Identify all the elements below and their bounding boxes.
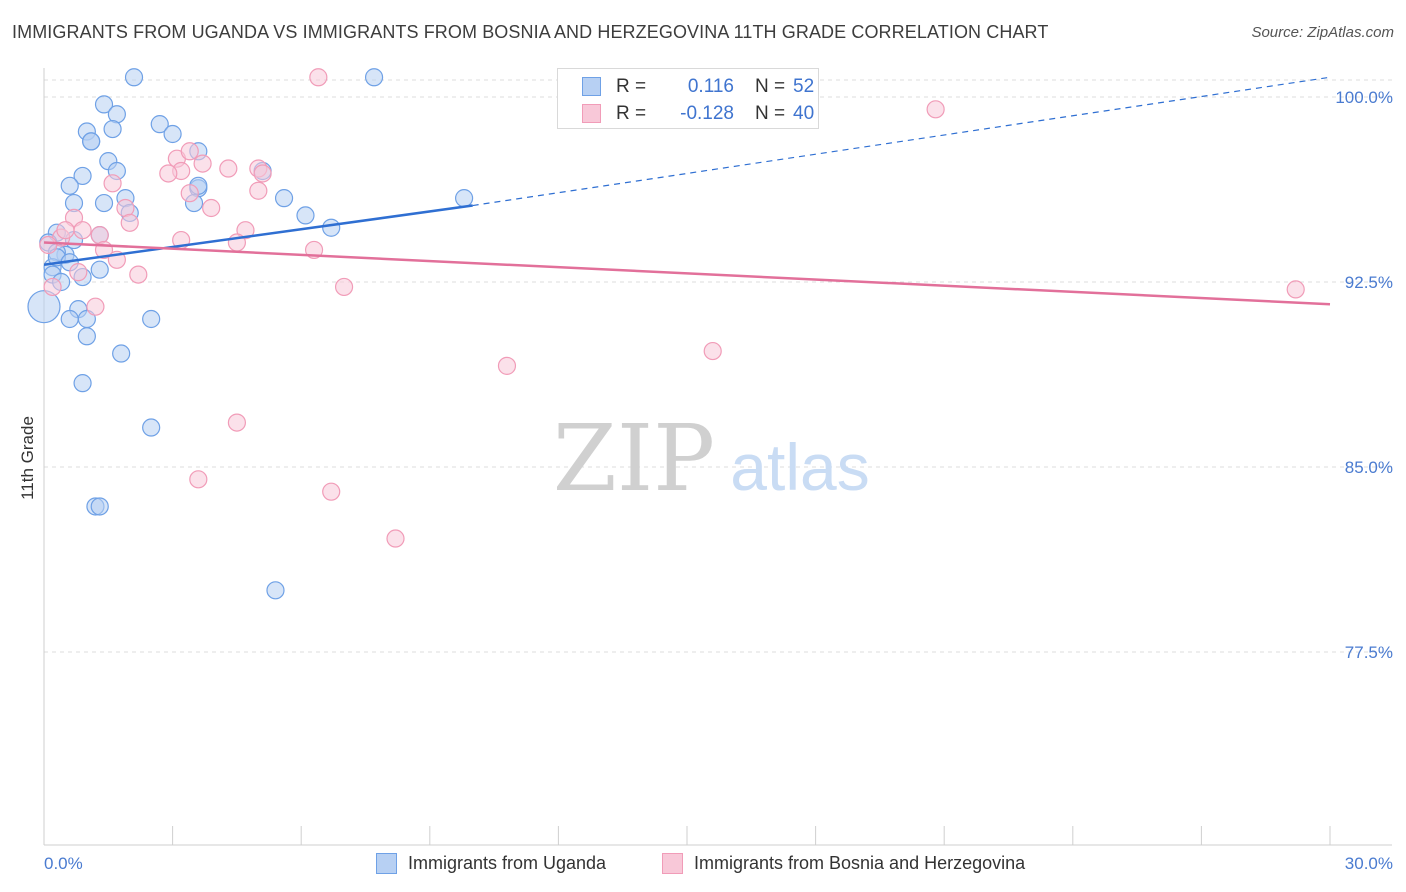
points-layer xyxy=(27,68,1305,600)
r-label: R = xyxy=(616,76,647,97)
axes xyxy=(43,68,1392,846)
bosnia-point xyxy=(386,529,405,548)
bosnia-point xyxy=(193,154,212,173)
watermark-atlas: atlas xyxy=(730,430,869,504)
uganda-point xyxy=(94,95,114,114)
bosnia-point xyxy=(64,208,84,227)
uganda-point xyxy=(296,206,315,225)
uganda-point xyxy=(150,115,169,134)
legend-label: Immigrants from Uganda xyxy=(408,853,607,873)
r-value: -0.128 xyxy=(680,103,734,124)
series-legend: Immigrants from Uganda Immigrants from B… xyxy=(0,852,1406,878)
uganda-point xyxy=(90,497,109,516)
r-label: R = xyxy=(616,103,647,124)
bosnia-point xyxy=(86,297,105,316)
uganda-point xyxy=(73,374,92,393)
bosnia-point xyxy=(236,221,255,240)
uganda-swatch xyxy=(376,853,397,874)
bosnia-point xyxy=(219,159,238,178)
uganda-point xyxy=(90,260,109,279)
uganda-point xyxy=(82,132,101,151)
uganda-point xyxy=(364,68,384,87)
n-value: 52 xyxy=(793,76,815,97)
bosnia-point xyxy=(43,277,62,297)
uganda-point xyxy=(266,581,285,600)
y-tick-label: 92.5% xyxy=(1345,273,1393,292)
x-tick-label: 30.0% xyxy=(1345,854,1393,873)
tick-labels: 100.0% 92.5% 85.0% 77.5% 0.0% 30.0% xyxy=(44,88,1393,873)
bosnia-point xyxy=(1286,280,1305,299)
n-value: 40 xyxy=(793,103,815,124)
bosnia-point xyxy=(180,184,199,203)
n-label: N = xyxy=(755,76,786,97)
bosnia-point xyxy=(129,265,148,284)
y-tick-label: 77.5% xyxy=(1345,643,1393,662)
bosnia-point xyxy=(309,68,328,87)
trend-lines xyxy=(43,76,1331,306)
uganda-trend-extension xyxy=(472,76,1331,207)
bosnia-point xyxy=(202,198,221,218)
uganda-point xyxy=(124,68,144,87)
y-tick-label: 85.0% xyxy=(1345,458,1393,477)
bosnia-point xyxy=(73,221,92,240)
bosnia-point xyxy=(103,174,122,193)
uganda-point xyxy=(73,166,92,186)
bosnia-point xyxy=(189,470,208,489)
bosnia-point xyxy=(69,263,88,282)
bosnia-point xyxy=(497,356,517,375)
bosnia-point xyxy=(253,164,272,183)
uganda-point xyxy=(103,119,122,139)
bosnia-point xyxy=(227,413,246,432)
bosnia-trend-line xyxy=(43,241,1331,306)
bosnia-point xyxy=(39,235,58,255)
uganda-point xyxy=(322,218,341,237)
uganda-point xyxy=(163,124,182,144)
watermark: ZIP atlas xyxy=(553,405,870,512)
bosnia-point xyxy=(180,142,199,161)
uganda-point xyxy=(60,176,79,195)
y-axis-title: 11th Grade xyxy=(18,416,37,500)
bosnia-point xyxy=(926,100,945,119)
uganda-trend-line xyxy=(43,204,473,266)
bosnia-point xyxy=(120,213,139,232)
r-value: 0.116 xyxy=(687,76,734,97)
source-credit: Source: ZipAtlas.com xyxy=(1251,24,1394,41)
uganda-point xyxy=(454,189,474,208)
bosnia-swatch xyxy=(662,853,683,874)
gridlines xyxy=(44,79,1392,653)
bosnia-point xyxy=(322,482,341,501)
watermark-zip: ZIP xyxy=(553,405,715,512)
uganda-point xyxy=(142,309,161,329)
bosnia-swatch xyxy=(582,104,601,123)
uganda-point xyxy=(94,193,114,213)
bosnia-point xyxy=(334,277,354,297)
uganda-point xyxy=(142,418,161,437)
bosnia-point xyxy=(249,181,268,200)
bosnia-point xyxy=(159,164,178,183)
bosnia-point xyxy=(703,341,722,361)
chart-title: IMMIGRANTS FROM UGANDA VS IMMIGRANTS FRO… xyxy=(12,22,1049,42)
n-label: N = xyxy=(755,103,786,124)
uganda-point xyxy=(60,309,79,329)
bosnia-point xyxy=(56,221,75,240)
uganda-point xyxy=(27,290,61,324)
uganda-point xyxy=(112,344,131,363)
y-tick-label: 100.0% xyxy=(1335,88,1393,107)
x-tick-label: 0.0% xyxy=(44,854,83,873)
uganda-swatch xyxy=(582,77,601,96)
uganda-point xyxy=(274,189,294,208)
uganda-point xyxy=(77,327,96,346)
stats-legend: R = 0.116 N = 52 R = -0.128 N = 40 xyxy=(557,68,819,129)
legend-label: Immigrants from Bosnia and Herzegovina xyxy=(694,853,1026,873)
